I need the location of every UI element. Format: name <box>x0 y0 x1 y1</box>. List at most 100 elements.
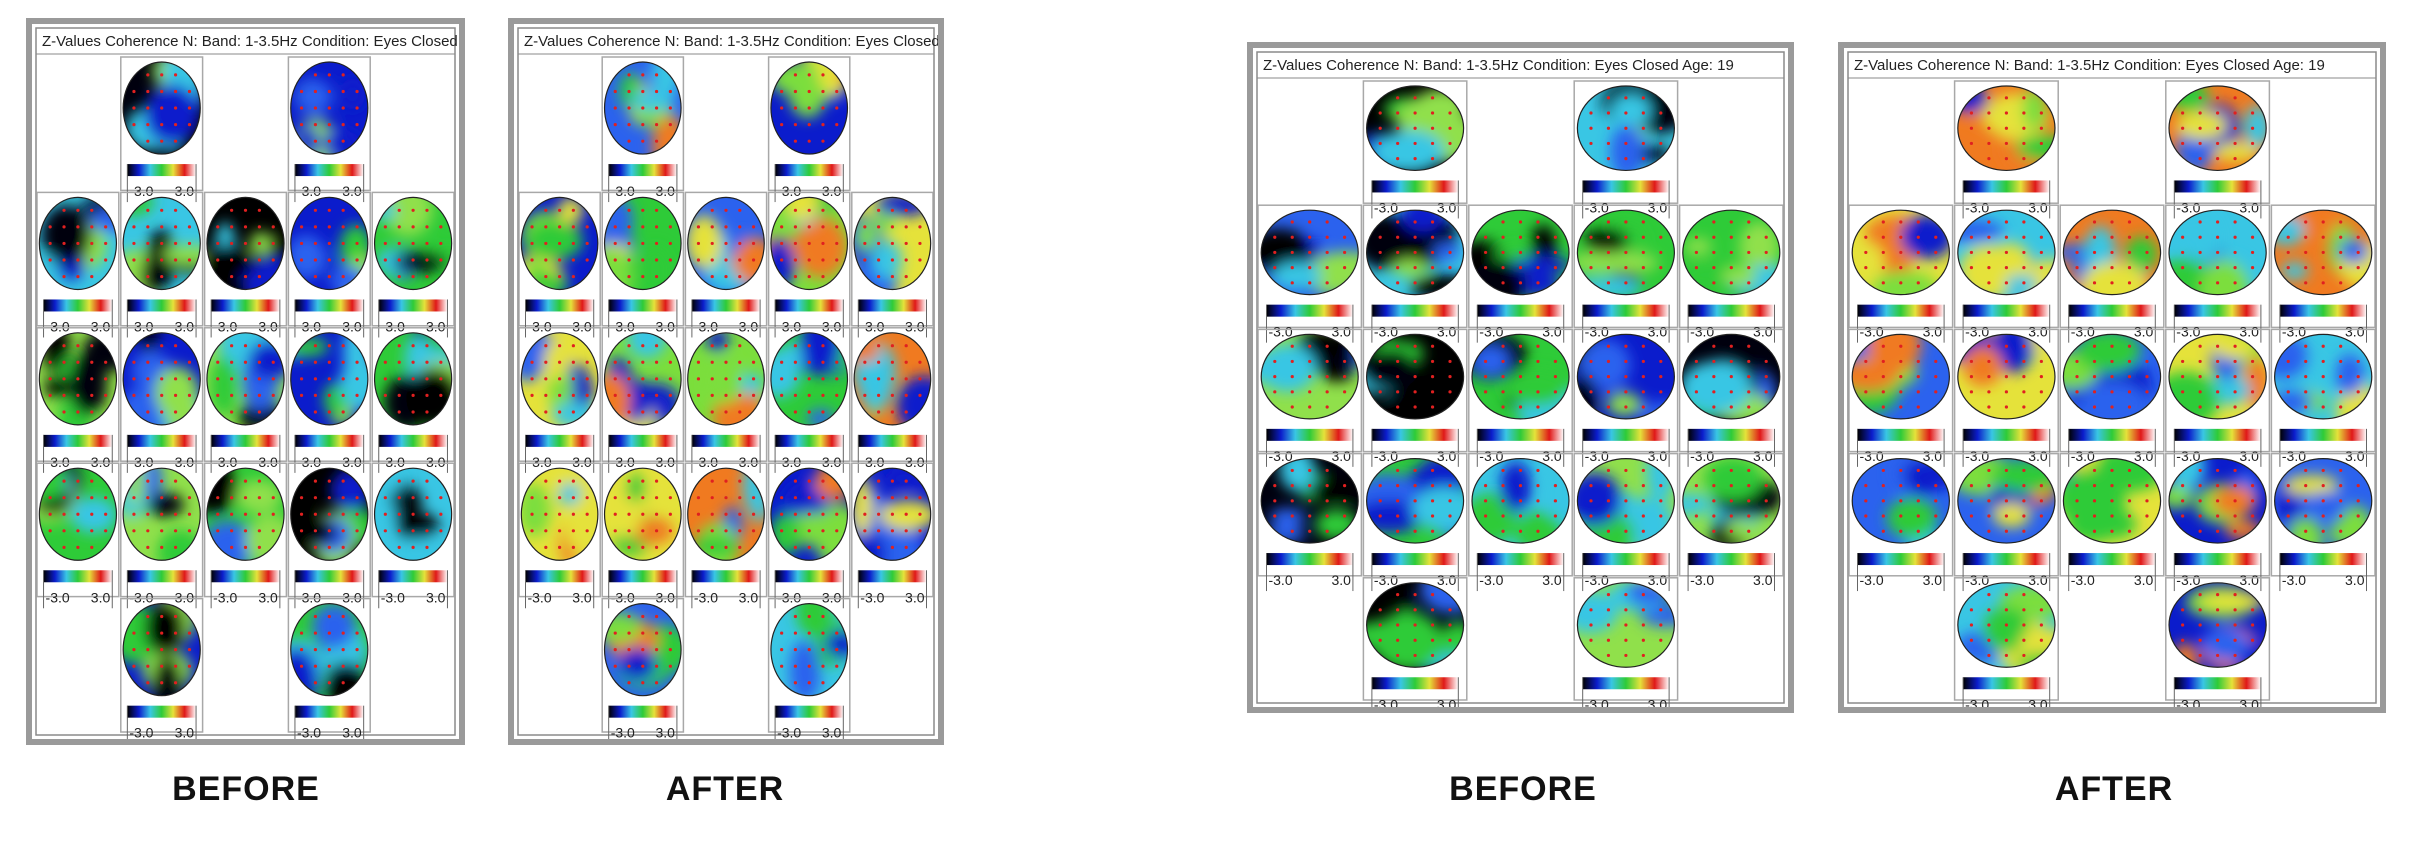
head-map <box>290 603 368 696</box>
head-blobs <box>770 62 848 118</box>
electrode <box>1518 359 1523 364</box>
electrode <box>710 512 714 516</box>
scale-min-label: -3.0 <box>1268 448 1292 464</box>
electrode <box>1483 250 1488 255</box>
scale-min-label: -3.0 <box>1268 324 1292 340</box>
electrode <box>2286 390 2290 394</box>
electrode <box>627 139 631 143</box>
electrode <box>299 631 304 635</box>
blob <box>1503 368 1569 406</box>
electrode <box>1501 250 1505 255</box>
color-scale <box>691 299 761 312</box>
electrode <box>2022 359 2026 364</box>
electrode <box>1606 344 1611 348</box>
electrode <box>780 225 784 229</box>
electrode <box>1325 220 1329 224</box>
electrode <box>2250 390 2255 394</box>
blob <box>880 500 931 531</box>
electrode <box>724 274 728 279</box>
color-scale <box>378 299 448 312</box>
electrode <box>146 479 150 483</box>
head-map <box>1957 85 2055 171</box>
electrode <box>1712 250 1716 255</box>
scale-min-label: -3.0 <box>1965 448 1989 464</box>
head-map <box>1261 210 1359 295</box>
electrode <box>327 241 331 246</box>
blob <box>2274 216 2305 246</box>
electrode <box>173 496 178 500</box>
electrode <box>2198 638 2202 642</box>
inner-frame <box>1847 51 2377 704</box>
electrode <box>1916 250 1920 255</box>
electrode <box>2127 220 2132 224</box>
electrode <box>1536 514 1540 518</box>
electrode <box>160 106 164 110</box>
electrode <box>341 512 345 516</box>
scale-max-label: 3.0 <box>175 725 195 739</box>
electrode <box>62 545 66 549</box>
blob <box>867 522 924 561</box>
electrode <box>90 344 94 348</box>
electrode <box>2181 623 2185 627</box>
electrode <box>216 225 220 229</box>
electrode <box>2233 359 2237 364</box>
electrode <box>613 496 617 500</box>
electrode <box>2075 266 2079 270</box>
electrode <box>271 529 275 533</box>
scale-max-label: 3.0 <box>426 454 446 470</box>
electrode <box>1606 235 1611 239</box>
head-map <box>604 468 682 561</box>
color-scale <box>1582 677 1670 690</box>
electrode <box>1934 514 1938 518</box>
electrode <box>257 377 261 381</box>
electrode <box>558 274 562 279</box>
blob <box>2125 236 2158 271</box>
electrode <box>641 393 645 398</box>
electrode <box>627 360 631 364</box>
electrode <box>341 258 345 262</box>
electrode <box>2250 250 2255 255</box>
head-outline <box>122 196 201 291</box>
electrode <box>216 512 220 516</box>
electrode <box>863 512 867 516</box>
scale-min-label: -3.0 <box>1479 324 1503 340</box>
blob <box>290 648 319 696</box>
scale-min-label: -3.0 <box>611 183 635 199</box>
electrode <box>397 360 401 364</box>
electrode <box>1501 468 1505 473</box>
scale-min-label: -3.0 <box>1374 324 1398 340</box>
electrode <box>877 545 881 549</box>
electrode <box>355 225 359 229</box>
electrode <box>835 529 839 533</box>
electrode <box>1659 250 1663 255</box>
map-cell <box>1848 204 1954 329</box>
scale-min-label: -3.0 <box>860 589 884 605</box>
electrode <box>1729 375 1733 379</box>
electrode <box>173 73 178 77</box>
head-map <box>1957 582 2055 668</box>
map-cell <box>1678 328 1784 453</box>
electrode <box>1764 375 1768 379</box>
map-cell <box>2059 328 2165 453</box>
electrode <box>710 377 714 381</box>
electrode <box>1378 375 1382 379</box>
electrode <box>2022 141 2026 146</box>
electrode <box>2181 266 2185 270</box>
electrode <box>571 512 575 516</box>
electrode <box>738 258 742 262</box>
map-cell <box>684 191 768 327</box>
electrode <box>160 274 164 279</box>
electrode <box>411 225 415 229</box>
electrode <box>1641 266 1645 270</box>
blob <box>312 604 356 649</box>
electrode <box>187 631 192 635</box>
electrode <box>1916 514 1920 518</box>
electrode <box>90 377 94 381</box>
electrode <box>1518 220 1523 224</box>
electrode <box>341 89 345 94</box>
electrode <box>1501 390 1505 394</box>
electrode <box>2216 96 2220 100</box>
electrode <box>1747 250 1751 255</box>
electrode <box>397 545 401 549</box>
electrode <box>1899 390 1903 394</box>
